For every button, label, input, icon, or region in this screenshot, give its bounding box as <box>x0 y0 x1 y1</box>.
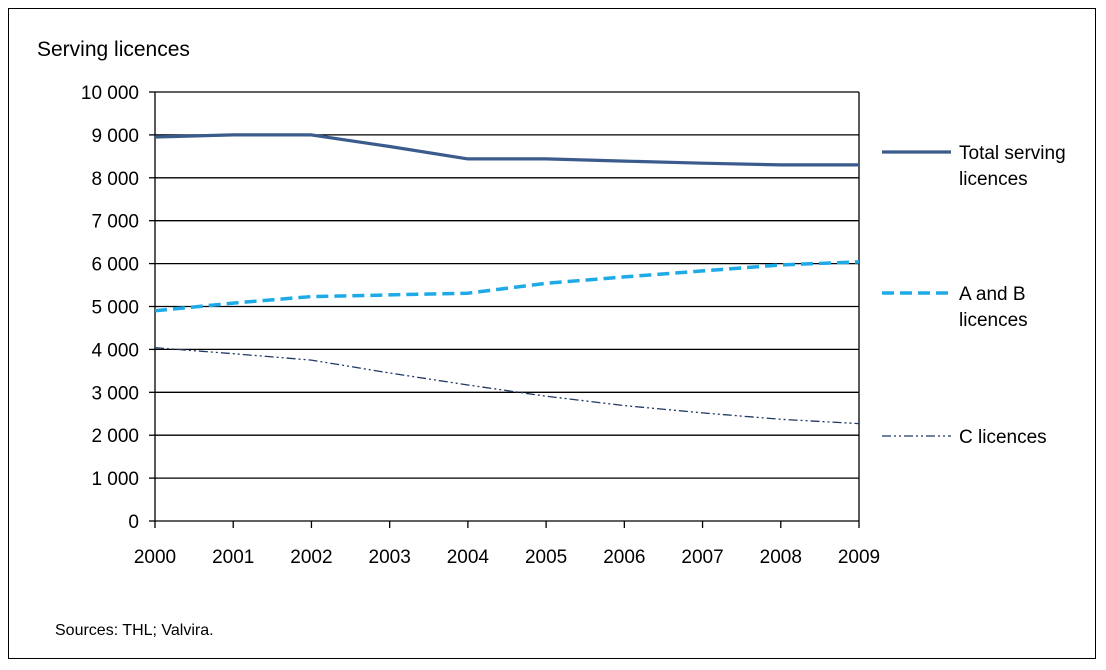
x-tick-label: 2008 <box>760 547 802 568</box>
y-tick-label: 10 000 <box>81 83 139 104</box>
sources-note: Sources: THL; Valvira. <box>55 622 214 639</box>
x-tick-label: 2006 <box>603 547 645 568</box>
y-tick-label: 9 000 <box>91 126 139 147</box>
chart-frame: Serving licences 0 1 000 2 000 3 000 4 000 5 … <box>8 8 1096 659</box>
y-tick-label: 8 000 <box>91 169 139 190</box>
y-tick-label: 7 000 <box>91 212 139 233</box>
y-tick-label: 4 000 <box>91 340 139 361</box>
x-tick-label: 2000 <box>134 547 176 568</box>
y-tick-label: 6 000 <box>91 255 139 276</box>
series-line <box>154 133 859 167</box>
x-tick-label: 2001 <box>212 547 254 568</box>
chart-svg: Serving licences 0 1 000 2 000 3 000 4 000 5 … <box>37 38 1066 639</box>
x-tick-label: 2003 <box>369 547 411 568</box>
legend-label: C licences <box>959 427 1047 448</box>
legend-label: Total serving licences <box>959 143 1066 190</box>
x-tick-label: 2002 <box>290 547 332 568</box>
y-axis-title: Serving licences <box>37 38 190 61</box>
y-tick-label: 0 <box>128 512 139 533</box>
x-tick-label: 2007 <box>681 547 723 568</box>
y-tick-label: 2 000 <box>91 426 139 447</box>
series-lines <box>154 133 860 425</box>
series-line <box>154 347 860 425</box>
y-tick-label: 5 000 <box>91 298 139 319</box>
y-tick-labels: 0 1 000 2 000 3 000 4 000 5 000 6 000 7 000 8 00… <box>81 83 139 533</box>
x-tick-label: 2005 <box>525 547 567 568</box>
series-line <box>154 260 860 313</box>
x-tick-label: 2009 <box>838 547 880 568</box>
y-tick-label: 3 000 <box>91 383 139 404</box>
gridlines <box>155 91 859 479</box>
x-tick-label: 2004 <box>447 547 490 568</box>
y-tick-label: 1 000 <box>91 469 139 490</box>
x-tick-labels: 2000 2001 2002 2003 2004 2005 2006 2007 2008 2009 <box>134 547 880 568</box>
